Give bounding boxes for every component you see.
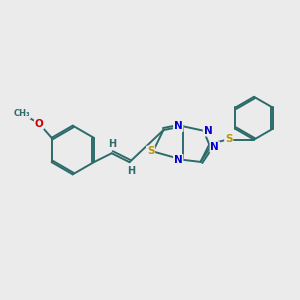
Text: O: O (35, 118, 44, 128)
Text: N: N (204, 126, 212, 136)
Text: S: S (147, 146, 154, 157)
Text: S: S (225, 134, 232, 144)
Text: N: N (174, 121, 183, 131)
Text: H: H (127, 166, 135, 176)
Text: CH₃: CH₃ (14, 109, 30, 118)
Text: N: N (210, 142, 219, 152)
Text: H: H (108, 140, 116, 149)
Text: N: N (174, 155, 183, 165)
